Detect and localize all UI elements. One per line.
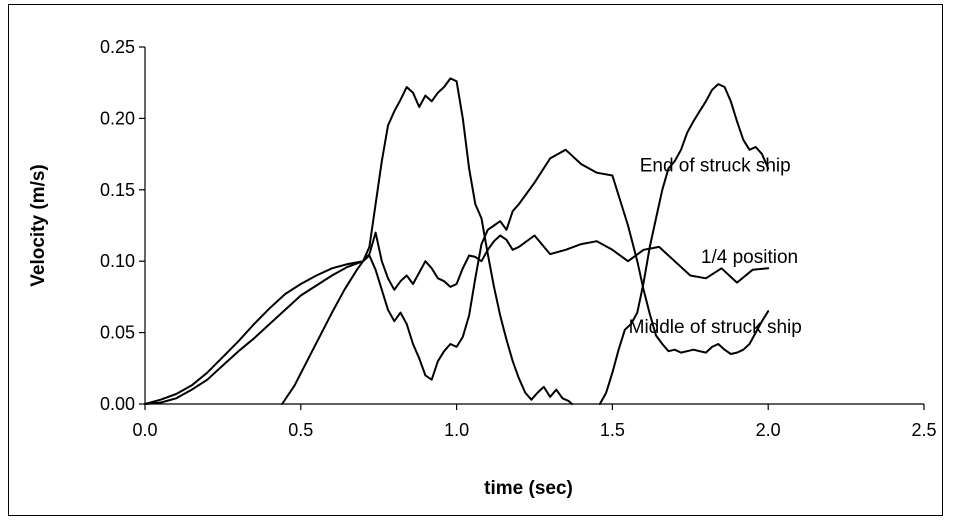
x-tick-label: 2.0: [756, 420, 781, 440]
x-tick-label: 0.0: [132, 420, 157, 440]
y-tick-label: 0.10: [100, 251, 135, 271]
y-axis-title: Velocity (m/s): [28, 164, 49, 287]
series-layer: [144, 77, 770, 405]
y-tick-label: 0.00: [100, 394, 135, 414]
series-line-4: [598, 83, 770, 405]
chart-frame: [8, 4, 943, 516]
x-tick-label: 2.5: [911, 420, 936, 440]
x-tick-label: 1.0: [444, 420, 469, 440]
series-line-3: [281, 148, 770, 405]
y-tick-label: 0.20: [100, 108, 135, 128]
y-tick-label: 0.25: [100, 37, 135, 57]
y-tick-label: 0.05: [100, 323, 135, 343]
y-tick-label: 0.15: [100, 180, 135, 200]
series-line-1: [144, 77, 573, 405]
axes: 0.00 0.05 0.10 0.15 0.20 0.25 0.0 0.5 1.0 1.5 2.0 2…: [100, 37, 937, 440]
annotation-label: End of struck ship: [640, 156, 791, 177]
annotation-label: 1/4 position: [701, 247, 798, 268]
series-line-2: [144, 231, 770, 405]
annotation-label: Middle of struck ship: [629, 317, 802, 338]
x-tick-label: 0.5: [288, 420, 313, 440]
annotation-layer: End of struck ship 1/4 position Middle of …: [629, 156, 802, 338]
x-axis-title: time (sec): [484, 478, 573, 499]
x-tick-label: 1.5: [600, 420, 625, 440]
